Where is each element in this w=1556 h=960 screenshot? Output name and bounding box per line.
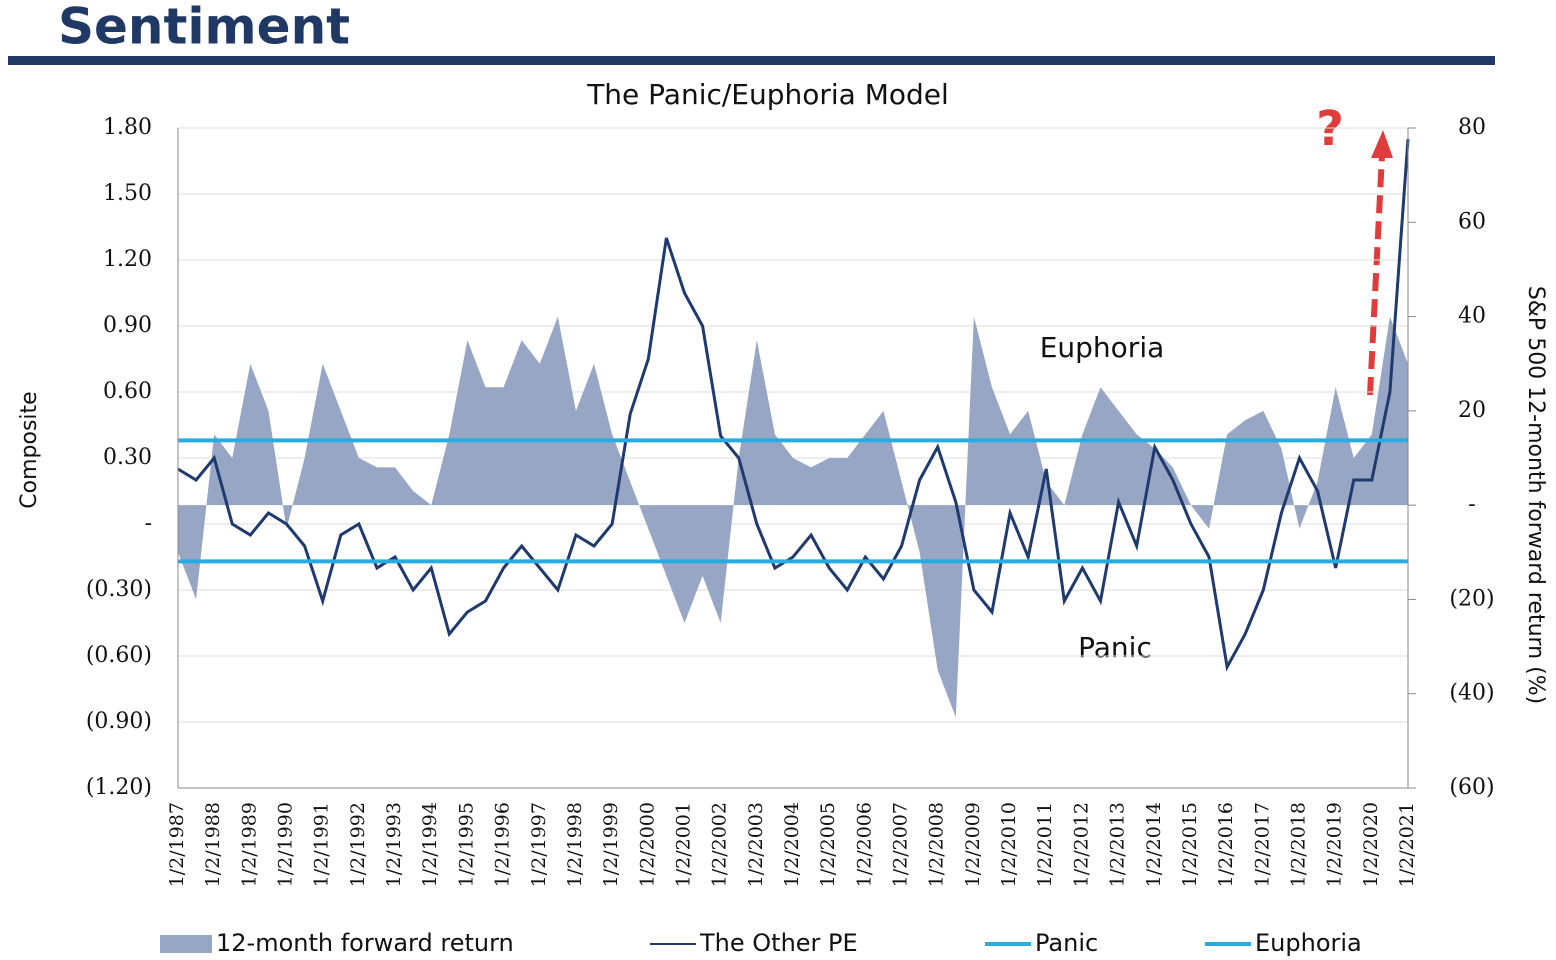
annotation: Panic	[1078, 631, 1152, 664]
y-tick-label: 0.30	[103, 445, 152, 470]
y2-tick-label: (60)	[1449, 775, 1494, 800]
y-tick-label: 0.60	[103, 379, 152, 404]
x-tick-label: 1/2/2009	[962, 802, 984, 887]
x-tick-label: 1/2/1987	[166, 802, 188, 887]
x-tick-label: 1/2/2011	[1034, 802, 1056, 887]
x-tick-label: 1/2/2007	[890, 802, 912, 887]
x-tick-label: 1/2/2017	[1251, 802, 1273, 887]
x-tick-label: 1/2/2013	[1107, 802, 1129, 887]
x-tick-label: 1/2/1992	[347, 802, 369, 887]
x-tick-label: 1/2/2005	[817, 802, 839, 887]
x-tick-label: 1/2/2006	[853, 802, 875, 887]
x-tick-label: 1/2/1991	[311, 802, 333, 887]
x-tick-label: 1/2/2018	[1287, 802, 1309, 887]
annotation: Euphoria	[1040, 331, 1165, 364]
x-tick-label: 1/2/1994	[419, 802, 441, 887]
x-tick-label: 1/2/2021	[1396, 802, 1418, 887]
x-tick-label: 1/2/2004	[781, 802, 803, 887]
x-tick-label: 1/2/2000	[636, 802, 658, 887]
y2-tick-label: 40	[1458, 304, 1486, 329]
x-tick-label: 1/2/2010	[998, 802, 1020, 887]
legend-swatch	[160, 935, 212, 953]
area	[178, 316, 1408, 718]
x-tick-label: 1/2/1989	[238, 802, 260, 887]
x-tick-label: 1/2/2008	[926, 802, 948, 887]
header-rule	[8, 56, 1495, 65]
x-tick-label: 1/2/2012	[1070, 802, 1092, 887]
x-tick-label: 1/2/1990	[275, 802, 297, 887]
x-tick-label: 1/2/2014	[1143, 802, 1165, 887]
y2-axis-label: S&P 500 12-month forward return (%)	[1523, 286, 1548, 704]
x-tick-label: 1/2/1996	[492, 802, 514, 887]
y2-tick-label: -	[1468, 492, 1475, 517]
y-tick-label: 0.90	[103, 313, 152, 338]
legend-label: The Other PE	[699, 929, 858, 957]
y2-tick-label: (40)	[1449, 681, 1494, 706]
x-tick-label: 1/2/2015	[1179, 802, 1201, 887]
x-tick-label: 1/2/1999	[600, 802, 622, 887]
x-tick-label: 1/2/1995	[455, 802, 477, 887]
y-tick-label: 1.50	[103, 181, 152, 206]
y-tick-label: (1.20)	[86, 775, 152, 800]
x-tick-label: 1/2/2003	[745, 802, 767, 887]
x-tick-label: 1/2/1998	[564, 802, 586, 887]
x-tick-label: 1/2/2019	[1324, 802, 1346, 887]
x-tick-label: 1/2/1988	[202, 802, 224, 887]
x-tick-label: 1/2/2001	[672, 802, 694, 887]
y-tick-label: (0.90)	[86, 709, 152, 734]
chart-title: The Panic/Euphoria Model	[586, 78, 949, 111]
legend-label: 12-month forward return	[216, 929, 514, 957]
y-tick-label: 1.20	[103, 247, 152, 272]
y-tick-label: (0.30)	[86, 577, 152, 602]
legend-label: Panic	[1035, 929, 1098, 957]
legend-label: Euphoria	[1255, 929, 1362, 957]
line	[177, 138, 1410, 672]
annotation: ?	[1316, 101, 1344, 157]
x-tick-label: 1/2/1997	[528, 802, 550, 887]
x-tick-label: 1/2/2002	[709, 802, 731, 887]
header: Sentiment	[58, 0, 350, 56]
y2-tick-label: 80	[1458, 115, 1486, 140]
y2-tick-label: 20	[1458, 398, 1486, 423]
y-tick-label: -	[145, 511, 152, 536]
arrow-head	[1371, 130, 1393, 158]
x-tick-label: 1/2/1993	[383, 802, 405, 887]
y-axis-label: Composite	[17, 391, 42, 508]
y-tick-label: 1.80	[103, 115, 152, 140]
arrow	[1367, 154, 1385, 396]
y2-tick-label: 60	[1458, 209, 1486, 234]
x-tick-label: 1/2/2020	[1360, 802, 1382, 887]
y2-tick-label: (20)	[1449, 586, 1494, 611]
x-tick-label: 1/2/2016	[1215, 802, 1237, 887]
y-tick-label: (0.60)	[86, 643, 152, 668]
